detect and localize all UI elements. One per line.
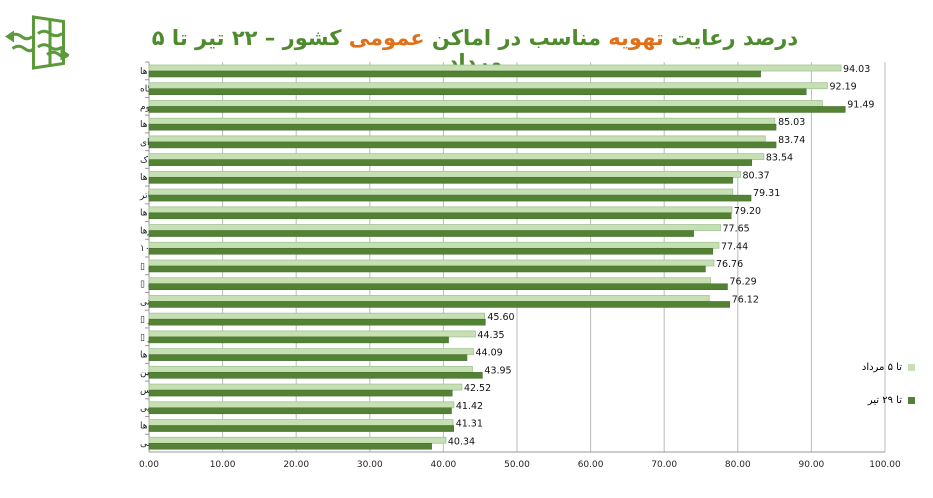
data-label: 42.52 — [464, 383, 491, 394]
legend: تا ۵ مرداد تا ۲۹ تیر — [828, 352, 923, 422]
bar-tir5-mordad — [148, 259, 715, 267]
data-label: 85.03 — [778, 117, 805, 128]
bar-tir5-mordad — [148, 100, 823, 107]
bar-tir29 — [148, 141, 777, 149]
bar-tir5-mordad — [148, 419, 454, 426]
legend-item: تا ۵ مرداد — [836, 362, 915, 373]
x-tick-label: 30.00 — [357, 460, 383, 470]
bar-tir29 — [148, 159, 753, 166]
bar-tir29 — [148, 443, 432, 450]
bar-tir5-mordad — [148, 241, 720, 249]
legend-label: تا ۵ مرداد — [861, 362, 902, 373]
bar-tir29 — [148, 230, 694, 237]
bar-tir29 — [148, 212, 732, 220]
bar-tir5-mordad — [148, 312, 486, 320]
data-label: 41.31 — [456, 419, 483, 430]
bar-tir5-mordad — [148, 206, 733, 214]
chart-title: درصد رعایت تهویه مناسب در اماکن عمومی کش… — [150, 26, 800, 74]
bar-tir5-mordad — [148, 383, 463, 391]
bar-tir29 — [148, 318, 486, 326]
data-label: 77.44 — [721, 241, 748, 252]
bar-tir5-mordad — [148, 401, 455, 409]
data-label: 79.20 — [734, 206, 761, 217]
data-label: 76.29 — [729, 277, 756, 288]
bar-tir5-mordad — [148, 64, 842, 72]
bar-tir5-mordad — [148, 153, 765, 161]
legend-item: تا ۲۹ تیر — [836, 395, 915, 406]
x-tick-label: 70.00 — [651, 460, 677, 470]
x-tick-label: 10.00 — [210, 460, 236, 470]
bar-tir5-mordad — [148, 436, 447, 444]
bar-tir29 — [148, 177, 733, 184]
x-tick-label: 40.00 — [431, 460, 457, 470]
bar-tir29 — [148, 301, 730, 308]
x-tick-label: 60.00 — [578, 460, 604, 470]
bar-tir5-mordad — [148, 365, 473, 373]
title-segment: تهویه — [600, 26, 664, 50]
bar-tir29 — [148, 123, 777, 131]
bar-tir5-mordad — [148, 82, 828, 90]
bar-tir29 — [148, 106, 846, 113]
data-label: 80.37 — [743, 170, 770, 181]
data-label: 76.76 — [716, 259, 743, 270]
legend-label: تا ۲۹ تیر — [867, 395, 902, 406]
bar-tir29 — [148, 70, 761, 78]
bar-tir5-mordad — [148, 277, 711, 285]
data-label: 45.60 — [487, 312, 514, 323]
bar-tir5-mordad — [148, 224, 721, 231]
bar-tir29 — [148, 265, 706, 273]
bar-tir5-mordad — [148, 330, 476, 338]
bar-tir5-mordad — [148, 170, 741, 178]
x-tick-label: 80.00 — [725, 460, 751, 470]
data-label: 40.34 — [448, 436, 475, 447]
bar-tir29 — [148, 425, 454, 432]
data-label: 91.49 — [847, 99, 874, 110]
data-label: 43.95 — [484, 365, 511, 376]
data-label: 79.31 — [753, 188, 780, 199]
bar-tir29 — [148, 194, 752, 202]
bar-tir5-mordad — [148, 117, 776, 125]
legend-swatch — [908, 397, 915, 404]
x-tick-label: 50.00 — [504, 460, 530, 470]
x-tick-label: 20.00 — [283, 460, 309, 470]
x-tick-label: 100.00 — [869, 460, 901, 470]
bar-tir29 — [148, 407, 452, 415]
data-label: 92.19 — [830, 82, 857, 93]
data-label: 77.65 — [723, 224, 750, 235]
bar-tir5-mordad — [148, 348, 474, 356]
bar-tir5-mordad — [148, 135, 766, 143]
data-label: 76.12 — [732, 294, 759, 305]
legend-swatch — [908, 364, 915, 371]
bar-tir5-mordad — [148, 295, 710, 302]
bar-tir29 — [148, 88, 807, 95]
title-segment: عمومی — [341, 26, 425, 50]
bar-tir29 — [148, 389, 453, 397]
x-tick-label: 90.00 — [799, 460, 825, 470]
bar-tir5-mordad — [148, 188, 734, 196]
title-segment: درصد رعایت — [663, 26, 799, 50]
title-segment: مناسب در اماکن — [424, 26, 601, 50]
bar-tir29 — [148, 372, 483, 379]
data-label: 44.35 — [477, 330, 504, 341]
bar-tir29 — [148, 354, 468, 361]
data-label: 83.74 — [778, 135, 805, 146]
ventilation-logo-icon — [5, 15, 70, 70]
bar-tir29 — [148, 248, 714, 255]
bar-tir29 — [148, 283, 728, 290]
bar-tir29 — [148, 336, 449, 344]
data-label: 44.09 — [476, 348, 503, 359]
data-label: 83.54 — [766, 153, 793, 164]
x-tick-label: 0.00 — [139, 460, 159, 470]
data-label: 94.03 — [843, 64, 870, 75]
data-label: 41.42 — [456, 401, 483, 412]
